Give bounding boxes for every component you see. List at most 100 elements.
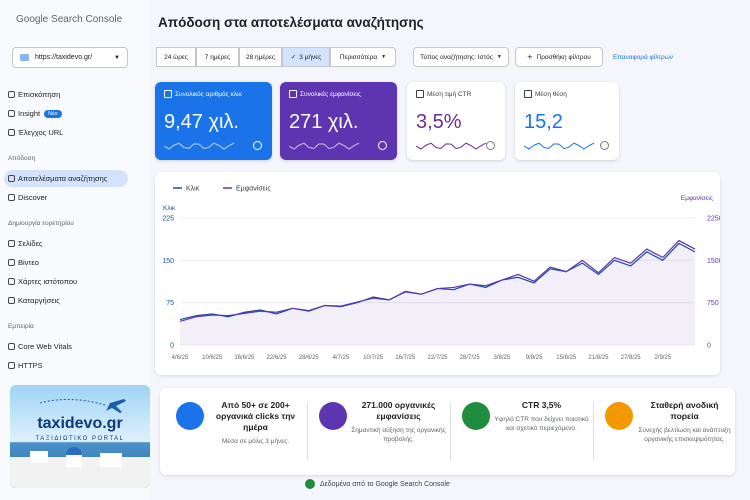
page-title: Απόδοση στα αποτελέσματα αναζήτησης <box>158 15 424 30</box>
nav-item[interactable]: Χάρτες ιστότοπου <box>4 273 128 290</box>
chart-panel: 075150225075015002250ΚλικΕμφανίσεις4/6/2… <box>155 172 723 375</box>
nav-item[interactable]: Αποτελέσματα αναζήτησης <box>4 170 128 187</box>
house <box>30 451 48 463</box>
check-icon <box>305 479 315 489</box>
property: https://taxidevo.gr/ <box>35 54 93 61</box>
x-tick-label: 27/8/25 <box>621 355 642 361</box>
nav-item[interactable]: Core Web Vitals <box>4 338 128 355</box>
insight: Από 50+ σε 200+ οργανικά clicks την ημέρ… <box>168 400 303 446</box>
insight-icon <box>462 402 490 430</box>
nav-icon <box>8 343 15 350</box>
y2-tick-label: 750 <box>707 300 719 307</box>
nav-item[interactable]: Επισκόπηση <box>4 86 128 103</box>
plus: + <box>527 52 533 62</box>
help-icon <box>253 141 262 150</box>
insight-icon <box>605 402 633 430</box>
help-icon <box>378 141 387 150</box>
search-type[interactable]: Τύπος αναζήτησης: Ιστός ▼ <box>413 47 509 67</box>
insights-panel: Από 50+ σε 200+ οργανικά clicks την ημέρ… <box>160 388 735 475</box>
nav-item[interactable]: Insight Νέο <box>4 105 128 122</box>
nav-label: Καταργήσεις <box>18 296 60 305</box>
metric-card[interactable]: Συνολικές εμφανίσεις 271 χιλ. <box>280 82 397 160</box>
arrow: ▼ <box>496 54 502 60</box>
x-tick-label: 3/8/25 <box>494 355 511 361</box>
x-tick-label: 10/7/25 <box>363 355 384 361</box>
x-tick-label: 22/7/25 <box>427 355 448 361</box>
metric-label: Συνολικές εμφανίσεις <box>289 90 388 98</box>
check: ✓ <box>290 54 297 61</box>
sidebar: Google Search Console https://taxidevo.g… <box>0 0 150 500</box>
nav-label: Discover <box>18 193 48 202</box>
nav-label: Insight <box>18 109 41 118</box>
metric-value: 3,5% <box>416 111 462 133</box>
legend-label: Εμφανίσεις <box>236 185 271 193</box>
divider <box>593 402 594 460</box>
y-tick-label: 0 <box>170 343 174 350</box>
nav-icon <box>8 91 15 98</box>
nav-item[interactable]: Σελίδες <box>4 235 128 252</box>
metric-card[interactable]: Μέση θέση 15,2 <box>515 82 619 160</box>
nav-icon <box>8 110 15 117</box>
insight: CTR 3,5% Υψηλό CTR που δείχνει ποιοτικό κ… <box>454 400 589 433</box>
promo-title: taxidevo.gr <box>37 415 123 432</box>
property-selector[interactable]: https://taxidevo.gr/ ▼ <box>12 47 128 68</box>
nav-item[interactable]: Βίντεο <box>4 254 128 271</box>
help-icon <box>486 141 495 150</box>
x-tick-label: 9/8/25 <box>526 355 543 361</box>
x-tick-label: 4/7/25 <box>333 355 350 361</box>
metric-card[interactable]: Μέση τιμή CTR 3,5% <box>407 82 505 160</box>
range-label: 7 ημέρες <box>204 53 231 61</box>
section-title: Δημιουργία ευρετηρίου <box>8 220 74 227</box>
nav-label: Χάρτες ιστότοπου <box>18 277 78 286</box>
y-tick-label: 75 <box>166 300 174 307</box>
badge: Νέο <box>44 109 62 118</box>
promo-card: taxidevo.gr ΤΑΞΙΔΙΩΤΙΚΟ PORTAL <box>10 385 150 488</box>
range-button[interactable]: 28 ημέρες <box>239 47 282 67</box>
insight-icon <box>319 402 347 430</box>
area <box>180 240 695 345</box>
nav-icon <box>8 362 15 369</box>
nav-item[interactable]: Καταργήσεις <box>4 292 128 309</box>
range-label: 28 ημέρες <box>245 53 276 61</box>
add-filter[interactable]: + Προσθήκη φίλτρου <box>515 47 603 67</box>
nav-item[interactable]: HTTPS <box>4 357 128 374</box>
insight-title: Από 50+ σε 200+ οργανικά clicks την ημέρ… <box>215 400 296 432</box>
range-button[interactable]: 7 ημέρες <box>196 47 239 67</box>
insight: Σταθερή ανοδική πορεία Συνεχής βελτίωση κ… <box>597 400 732 444</box>
more-button[interactable]: Περισσότερα ▼ <box>330 47 396 67</box>
nav-label: Βίντεο <box>18 258 39 267</box>
metric-card[interactable]: Συνολικός αριθμός κλικ 9,47 χιλ. <box>155 82 272 160</box>
sparkline-path <box>164 142 235 150</box>
y2-axis-title: Εμφανίσεις <box>681 194 713 202</box>
insight-text: Υψηλό CTR που δείχνει ποιοτικό και σχετι… <box>494 416 589 432</box>
section-title: Απόδοση <box>8 155 36 162</box>
range-button[interactable]: 24 ώρες <box>156 47 196 67</box>
insight: 271.000 οργανικές εμφανίσεις Σημαντική αύ… <box>311 400 446 444</box>
flight-path <box>39 398 106 406</box>
help-icon <box>600 141 609 150</box>
x-tick-label: 15/8/25 <box>556 355 577 361</box>
y2-tick-label: 1500 <box>707 258 720 265</box>
nav-icon <box>8 259 15 266</box>
nav-item[interactable]: Discover <box>4 189 128 206</box>
nav-label: Σελίδες <box>18 239 43 248</box>
nav-icon <box>8 129 15 136</box>
insight-title: CTR 3,5% <box>521 400 562 410</box>
sparkline <box>289 142 360 150</box>
nav-label: Core Web Vitals <box>18 342 72 351</box>
y-tick-label: 150 <box>162 258 174 265</box>
metric-label: Μέση θέση <box>524 90 610 98</box>
range-button[interactable]: ✓ 3 μήνες <box>282 47 330 67</box>
insight-icon <box>176 402 204 430</box>
nav-icon <box>8 194 15 201</box>
x-tick-label: 2/9/25 <box>654 355 671 361</box>
y-axis-title: Κλικ <box>163 205 176 212</box>
reset-filters[interactable]: Επαναφορά φίλτρων <box>612 53 674 61</box>
more-label: Περισσότερα <box>339 53 378 61</box>
insight-title: Σταθερή ανοδική πορεία <box>650 400 719 421</box>
sparkline-path <box>289 142 360 150</box>
legend-label: Κλικ <box>186 186 200 193</box>
logo: Google Search Console <box>16 14 123 25</box>
nav-item[interactable]: Έλεγχος URL <box>4 124 128 141</box>
